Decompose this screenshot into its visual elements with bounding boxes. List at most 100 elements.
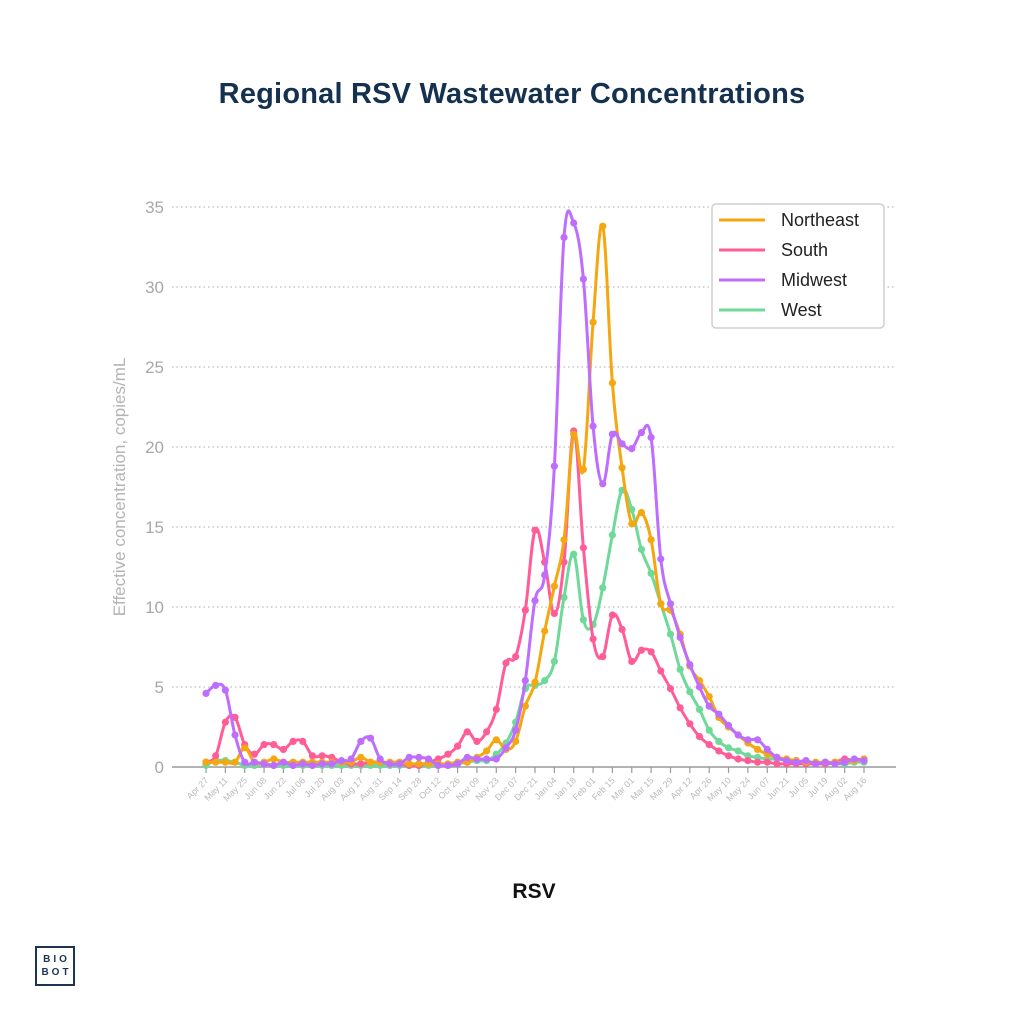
point-northeast	[405, 760, 413, 768]
point-midwest	[289, 761, 297, 770]
y-tick-label: 30	[145, 278, 164, 297]
point-west	[676, 665, 684, 674]
point-northeast	[589, 318, 597, 326]
point-northeast	[483, 747, 491, 755]
point-midwest	[589, 422, 597, 430]
legend-item-west[interactable]: West	[719, 300, 822, 320]
y-tick-label: 15	[145, 518, 164, 537]
point-south	[308, 752, 317, 760]
point-south	[744, 757, 752, 765]
point-midwest	[405, 753, 413, 762]
point-northeast	[599, 222, 607, 230]
point-midwest	[608, 430, 617, 438]
point-south	[589, 635, 597, 643]
point-south	[715, 747, 723, 755]
point-northeast	[270, 755, 278, 763]
point-south	[299, 737, 307, 746]
point-west	[541, 677, 549, 685]
legend-item-northeast[interactable]: Northeast	[719, 210, 859, 230]
point-midwest	[695, 683, 704, 691]
point-midwest	[686, 661, 694, 669]
point-south	[444, 750, 452, 758]
point-northeast	[618, 464, 626, 472]
point-midwest	[521, 677, 529, 685]
x-tick-label: Jun 21	[765, 775, 791, 801]
point-midwest	[618, 440, 626, 448]
point-midwest	[850, 755, 858, 763]
point-midwest	[308, 761, 317, 770]
point-midwest	[366, 734, 375, 742]
point-south	[260, 741, 268, 749]
point-south	[763, 758, 771, 766]
point-midwest	[202, 689, 210, 698]
point-midwest	[782, 757, 791, 765]
point-midwest	[444, 761, 452, 770]
point-midwest	[812, 760, 820, 768]
point-midwest	[541, 571, 549, 579]
point-west	[579, 616, 587, 624]
point-midwest	[434, 761, 442, 770]
x-tick-label: Jun 22	[262, 775, 288, 801]
point-midwest	[831, 760, 839, 768]
legend-box	[711, 203, 885, 329]
point-south	[483, 728, 491, 736]
point-northeast	[531, 678, 539, 686]
point-south	[579, 544, 587, 552]
point-midwest	[270, 761, 278, 770]
point-south	[724, 752, 733, 760]
point-south	[250, 750, 258, 758]
point-south	[599, 653, 607, 661]
legend-item-south[interactable]: South	[719, 240, 828, 260]
point-midwest	[744, 736, 752, 744]
point-west	[705, 726, 713, 734]
point-midwest	[715, 710, 723, 718]
point-midwest	[821, 758, 829, 766]
point-midwest	[483, 755, 491, 763]
point-midwest	[512, 726, 520, 734]
point-northeast	[647, 536, 655, 544]
point-south	[270, 741, 278, 749]
legend: Northeast South Midwest West	[711, 203, 885, 329]
point-south	[492, 705, 500, 714]
legend-item-midwest[interactable]: Midwest	[719, 270, 847, 290]
point-northeast	[521, 702, 529, 710]
point-northeast	[628, 520, 636, 528]
biobot-logo: BIO BOT	[35, 946, 75, 986]
point-west	[686, 688, 694, 696]
point-midwest	[753, 736, 762, 744]
point-south	[666, 685, 675, 693]
point-south	[502, 659, 510, 667]
point-northeast	[212, 758, 220, 766]
point-midwest	[676, 633, 684, 642]
point-midwest	[492, 755, 500, 763]
point-south	[231, 713, 239, 722]
point-midwest	[337, 757, 346, 765]
point-south	[289, 737, 297, 746]
point-midwest	[734, 731, 742, 739]
point-northeast	[579, 465, 587, 473]
point-south	[512, 653, 520, 661]
point-south	[676, 704, 684, 712]
point-midwest	[637, 429, 646, 437]
y-tick-label: 25	[145, 358, 164, 377]
point-midwest	[579, 275, 587, 283]
point-midwest	[395, 760, 404, 768]
point-northeast	[366, 758, 375, 766]
point-west	[560, 593, 568, 602]
point-south	[647, 648, 655, 656]
point-south	[221, 718, 229, 726]
point-northeast	[705, 693, 713, 701]
point-south	[357, 760, 365, 768]
point-west	[734, 747, 742, 755]
point-northeast	[608, 379, 617, 387]
point-south	[657, 667, 665, 675]
point-midwest	[792, 758, 800, 766]
point-northeast	[560, 536, 568, 544]
line-south	[205, 429, 865, 768]
point-midwest	[279, 758, 288, 766]
point-midwest	[599, 480, 607, 488]
point-south	[628, 657, 636, 666]
point-south	[753, 758, 762, 766]
